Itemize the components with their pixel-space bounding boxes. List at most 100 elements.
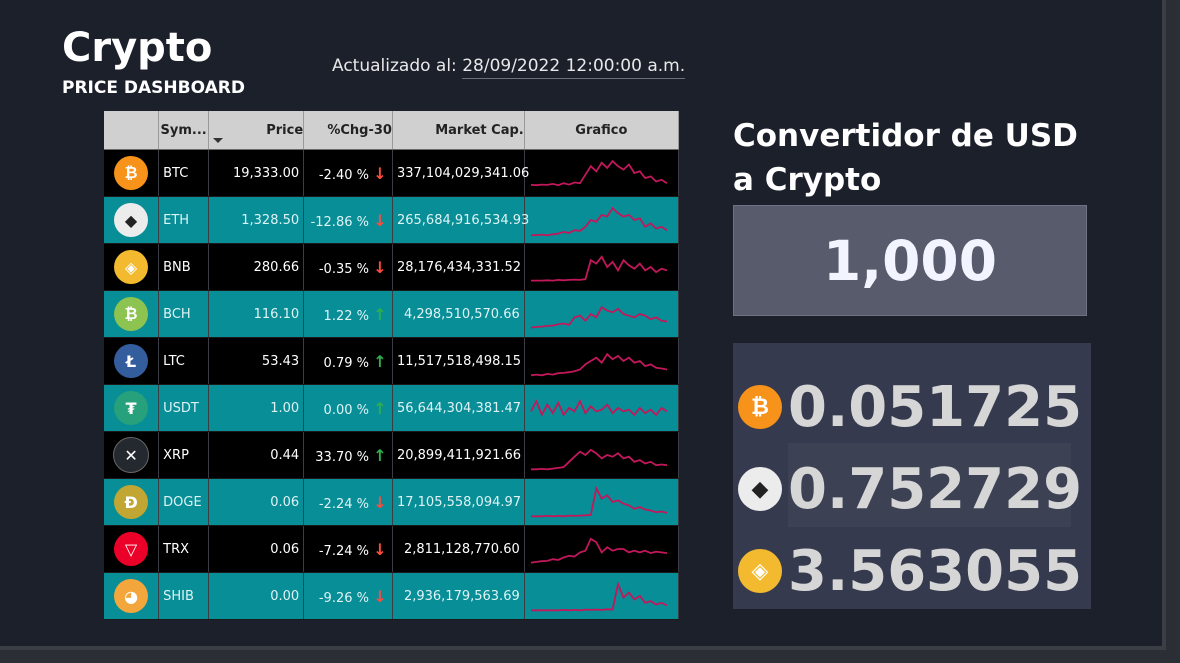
- sparkline-chart: [530, 159, 668, 187]
- change-value: -12.86 %: [310, 214, 369, 230]
- change-value: -0.35 %: [318, 261, 369, 277]
- cell-price: 0.06: [208, 525, 305, 573]
- cell-symbol: BTC: [158, 149, 210, 197]
- cell-market-cap: 2,811,128,770.60: [392, 525, 525, 573]
- cell-change: -9.26 % ↓: [303, 572, 393, 620]
- change-value: 1.22 %: [323, 308, 369, 324]
- sparkline-path: [530, 581, 668, 612]
- table-row[interactable]: ▽ TRX 0.06 -7.24 % ↓ 2,811,128,770.60: [104, 525, 680, 573]
- last-updated: Actualizado al: 28/09/2022 12:00:00 a.m.: [332, 56, 686, 79]
- cell-market-cap: 17,105,558,094.97: [392, 478, 525, 526]
- cell-market-cap: 4,298,510,570.66: [392, 290, 525, 338]
- cell-chart: [524, 431, 680, 479]
- sparkline-path: [530, 448, 667, 471]
- conversion-value: 0.051725: [788, 375, 1083, 440]
- sparkline-chart: [530, 352, 667, 377]
- change-value: -9.26 %: [318, 590, 369, 606]
- page-title: Crypto: [62, 25, 213, 71]
- sparkline-path: [530, 159, 668, 187]
- bitcoin-cash-icon: ₿: [114, 297, 149, 331]
- cell-price: 280.66: [208, 243, 305, 291]
- cell-icon: ◆: [104, 196, 160, 244]
- usd-amount-input[interactable]: 1,000: [733, 205, 1087, 316]
- sparkline-path: [530, 305, 667, 329]
- cell-chart: [524, 478, 680, 526]
- table-header-row: Sym... Price %Chg-30 Market Cap. Grafico: [104, 111, 680, 150]
- cell-price: 1.00: [208, 384, 305, 432]
- cell-chart: [524, 243, 680, 291]
- sparkline-path: [530, 537, 667, 564]
- column-header-icon[interactable]: [104, 111, 160, 150]
- table-row[interactable]: ✕ XRP 0.44 33.70 % ↑ 20,899,411,921.66: [104, 431, 680, 479]
- column-header-price[interactable]: Price: [208, 111, 305, 150]
- cell-icon: ₮: [104, 384, 160, 432]
- sparkline-chart: [530, 485, 667, 518]
- cell-icon: ▽: [104, 525, 160, 573]
- cell-change: 0.79 % ↑: [303, 337, 393, 385]
- sparkline-chart: [530, 537, 667, 564]
- cell-symbol: BCH: [158, 290, 210, 338]
- column-header-chart[interactable]: Grafico: [524, 111, 680, 150]
- last-updated-label: Actualizado al:: [332, 56, 457, 76]
- column-header-market-cap[interactable]: Market Cap.: [392, 111, 525, 150]
- cell-symbol: DOGE: [158, 478, 210, 526]
- sparkline-chart: [530, 255, 668, 282]
- arrow-down-icon: ↓: [373, 210, 387, 230]
- table-row[interactable]: ₿ BTC 19,333.00 -2.40 % ↓ 337,104,029,341.06: [104, 149, 680, 197]
- arrow-up-icon: ↑: [373, 398, 387, 418]
- cell-icon: ₿: [104, 290, 160, 338]
- column-header-change[interactable]: %Chg-30: [303, 111, 393, 150]
- arrow-down-icon: ↓: [373, 586, 387, 606]
- column-header-symbol[interactable]: Sym...: [158, 111, 210, 150]
- change-value: -2.40 %: [318, 167, 369, 183]
- cell-symbol: BNB: [158, 243, 210, 291]
- conversion-result-row: ◆ 0.752729: [733, 449, 1091, 530]
- cell-change: 1.22 % ↑: [303, 290, 393, 338]
- shiba-inu-icon: ◕: [114, 579, 149, 613]
- table-body: ₿ BTC 19,333.00 -2.40 % ↓ 337,104,029,341.06 ◆…: [104, 149, 680, 620]
- cell-market-cap: 28,176,434,331.52: [392, 243, 525, 291]
- cell-icon: ◈: [104, 243, 160, 291]
- tron-icon: ▽: [114, 532, 149, 566]
- cell-symbol: ETH: [158, 196, 210, 244]
- sparkline-path: [529, 399, 668, 417]
- table-row[interactable]: ◈ BNB 280.66 -0.35 % ↓ 28,176,434,331.52: [104, 243, 680, 291]
- cell-market-cap: 2,936,179,563.69: [392, 572, 525, 620]
- arrow-down-icon: ↓: [373, 257, 387, 277]
- change-value: -2.24 %: [318, 496, 369, 512]
- arrow-up-icon: ↑: [373, 304, 387, 324]
- litecoin-icon: Ł: [114, 344, 149, 378]
- cell-price: 53.43: [208, 337, 305, 385]
- cell-symbol: LTC: [158, 337, 210, 385]
- cell-icon: ✕: [104, 431, 160, 479]
- ethereum-icon: ◆: [114, 203, 149, 237]
- arrow-down-icon: ↓: [373, 163, 387, 183]
- cell-change: -7.24 % ↓: [303, 525, 393, 573]
- table-row[interactable]: ◕ SHIB 0.00 -9.26 % ↓ 2,936,179,563.69: [104, 572, 680, 620]
- cell-chart: [524, 290, 680, 338]
- change-value: 33.70 %: [315, 449, 369, 465]
- arrow-down-icon: ↓: [373, 492, 387, 512]
- sparkline-chart: [530, 206, 668, 237]
- cell-icon: ◕: [104, 572, 160, 620]
- page-subtitle: PRICE DASHBOARD: [62, 78, 245, 98]
- conversion-result-row: ₿ 0.051725: [733, 367, 1091, 448]
- cell-price: 19,333.00: [208, 149, 305, 197]
- table-row[interactable]: ₮ USDT 1.00 0.00 % ↑ 56,644,304,381.47: [104, 384, 680, 432]
- sparkline-chart: [530, 448, 667, 471]
- crypto-price-table: Sym... Price %Chg-30 Market Cap. Grafico…: [104, 111, 680, 620]
- table-row[interactable]: ₿ BCH 116.10 1.22 % ↑ 4,298,510,570.66: [104, 290, 680, 338]
- cell-change: -2.40 % ↓: [303, 149, 393, 197]
- cell-price: 0.06: [208, 478, 305, 526]
- sort-descending-icon[interactable]: [213, 138, 224, 143]
- bitcoin-icon: ₿: [114, 156, 149, 190]
- tether-icon: ₮: [114, 391, 149, 425]
- cell-market-cap: 11,517,518,498.15: [392, 337, 525, 385]
- cell-change: 0.00 % ↑: [303, 384, 393, 432]
- sparkline-chart: [530, 305, 667, 329]
- table-row[interactable]: ◆ ETH 1,328.50 -12.86 % ↓ 265,684,916,534.93: [104, 196, 680, 244]
- arrow-up-icon: ↑: [373, 445, 387, 465]
- table-row[interactable]: Ð DOGE 0.06 -2.24 % ↓ 17,105,558,094.97: [104, 478, 680, 526]
- table-row[interactable]: Ł LTC 53.43 0.79 % ↑ 11,517,518,498.15: [104, 337, 680, 385]
- conversion-value: 3.563055: [788, 539, 1083, 604]
